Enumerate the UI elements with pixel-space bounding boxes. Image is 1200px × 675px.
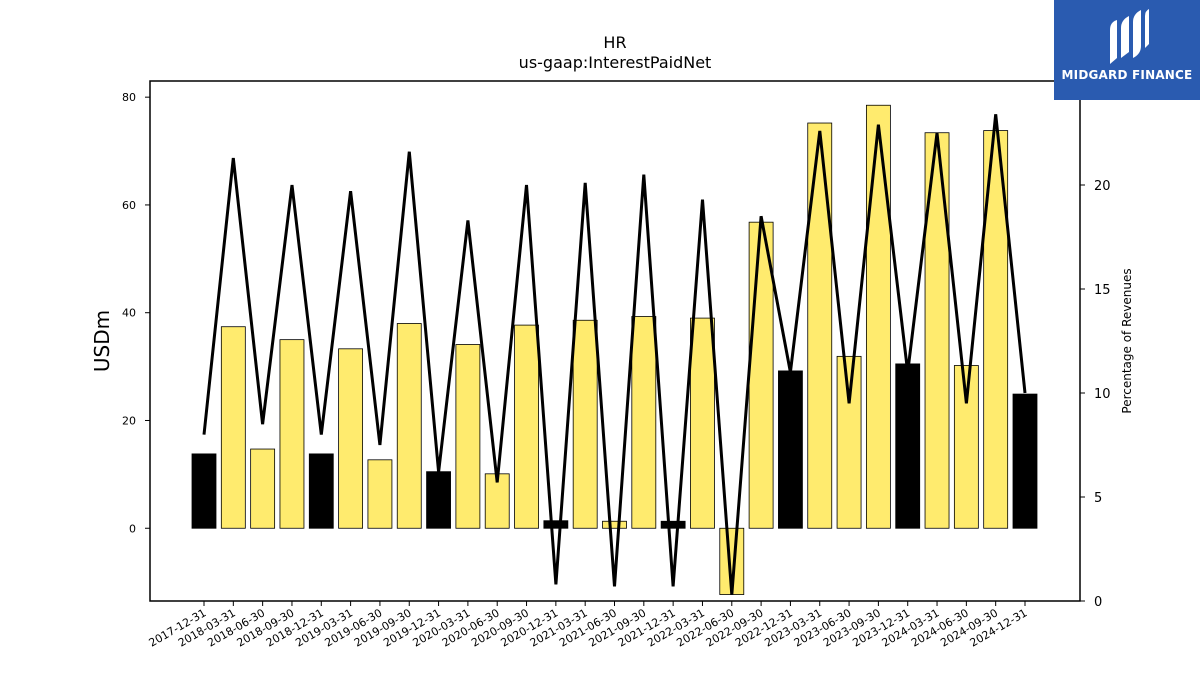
y-tick-label: 20 xyxy=(122,414,136,427)
y2-tick-label: 15 xyxy=(1094,283,1111,298)
bar-2019-03-31 xyxy=(338,348,364,529)
bar-group xyxy=(191,104,1038,595)
y-axis-label: USDm xyxy=(90,310,114,372)
bar-2023-12-31 xyxy=(895,363,921,529)
bar-2018-03-31 xyxy=(220,326,246,529)
bar-2021-06-30 xyxy=(602,520,627,529)
y-tick-label: 80 xyxy=(122,91,136,104)
bar-2024-12-31 xyxy=(1012,393,1038,529)
bar-2018-12-31 xyxy=(308,453,334,529)
bar-2021-03-31 xyxy=(572,319,598,529)
y-tick-label: 0 xyxy=(129,522,136,535)
y-tick-label: 60 xyxy=(122,199,136,212)
bar-2020-03-31 xyxy=(455,344,481,529)
bar-2019-06-30 xyxy=(367,459,393,529)
logo-mark-icon xyxy=(1110,9,1149,64)
y2-tick-label: 10 xyxy=(1094,387,1111,402)
bar-2019-12-31 xyxy=(426,471,451,529)
bar-2021-09-30 xyxy=(631,316,657,529)
chart-title: HR xyxy=(603,33,626,52)
series-line xyxy=(202,114,1027,595)
bar-2022-03-31 xyxy=(690,317,715,529)
bar-2021-12-31 xyxy=(660,520,686,529)
bar-2020-09-30 xyxy=(514,324,539,529)
bar-2023-06-30 xyxy=(836,355,862,529)
y2-tick-label: 0 xyxy=(1094,595,1102,610)
y2-axis-label: Percentage of Revenues xyxy=(1120,268,1134,413)
logo: MIDGARD FINANCE xyxy=(1054,0,1200,100)
bar-2022-12-31 xyxy=(778,370,803,529)
y2-tick-label: 20 xyxy=(1094,179,1111,194)
bar-2022-09-30 xyxy=(748,221,774,529)
bar-2018-09-30 xyxy=(279,339,305,529)
bar-2018-06-30 xyxy=(250,448,276,529)
chart-subtitle: us-gaap:InterestPaidNet xyxy=(519,53,712,72)
y-axis-left: 0 20 40 60 80 xyxy=(122,91,150,535)
logo-text: MIDGARD FINANCE xyxy=(1061,68,1193,82)
y-tick-label: 40 xyxy=(122,307,136,320)
bar-2023-03-31 xyxy=(807,122,833,529)
y2-tick-label: 5 xyxy=(1094,491,1102,506)
bar-2020-06-30 xyxy=(484,473,510,529)
bar-2023-09-30 xyxy=(865,104,891,529)
bar-2020-12-31 xyxy=(543,520,569,529)
x-axis: 2017-12-312018-03-312018-06-302018-09-30… xyxy=(147,601,1030,650)
bar-2019-09-30 xyxy=(396,323,422,529)
y-axis-right: 0 5 10 15 20 xyxy=(1080,179,1111,610)
line-group xyxy=(202,114,1027,595)
bar-2017-12-31 xyxy=(191,453,217,529)
